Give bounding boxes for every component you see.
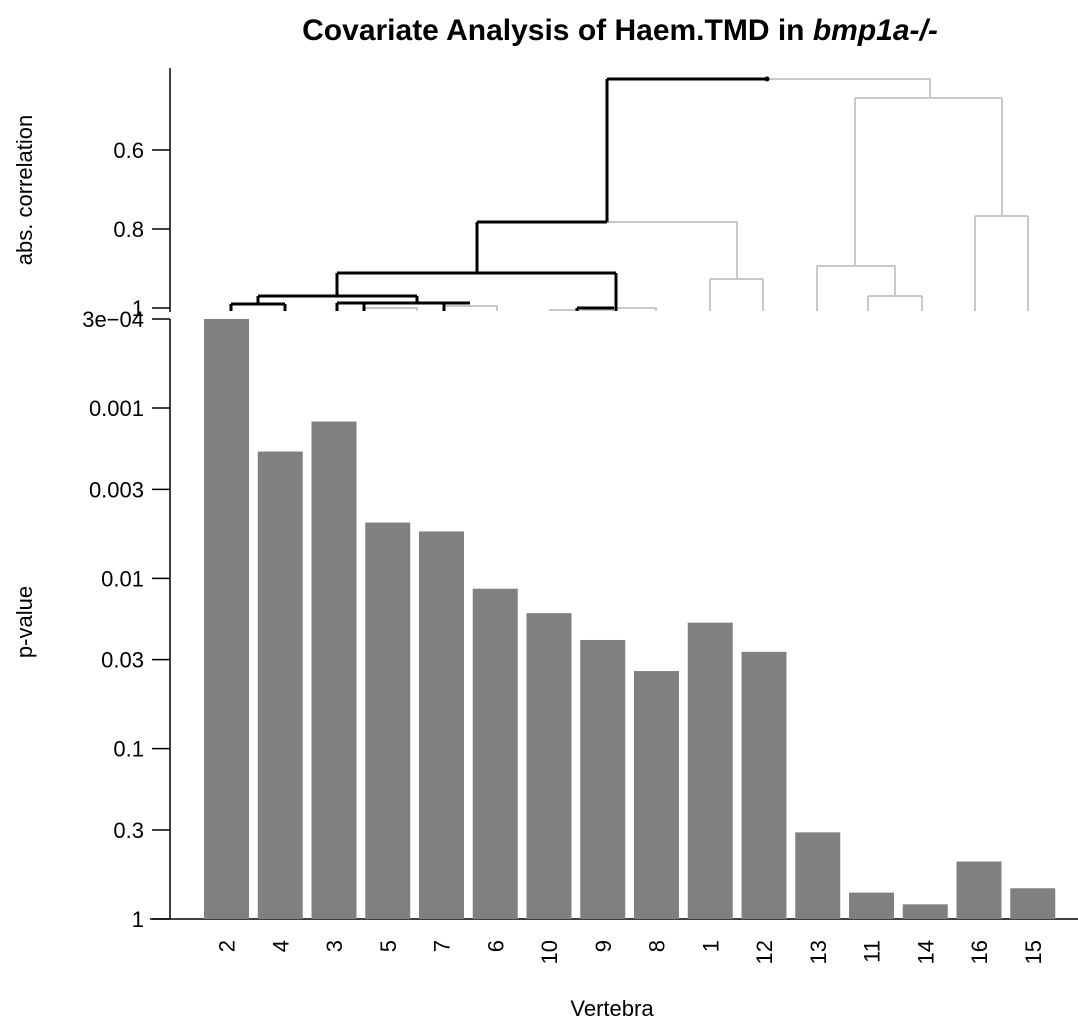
bar: [311, 421, 357, 919]
bar-y-tick-label: 0.1: [113, 737, 144, 762]
category-label: 16: [967, 940, 992, 964]
dendrogram-branch: [575, 306, 614, 311]
chart-title: Covariate Analysis of Haem.TMD in bmp1a-…: [302, 14, 938, 47]
bar-y-tick-label: 3e−04: [82, 307, 144, 332]
dendrogram-y-tick-label: 1: [132, 296, 144, 321]
dendrogram-branch: [867, 295, 923, 311]
bar-x-label: Vertebra: [570, 996, 654, 1021]
bar: [741, 651, 787, 919]
bar: [419, 531, 464, 919]
bar: [257, 451, 303, 919]
dendrogram-branch: [549, 309, 614, 311]
category-label: 1: [698, 940, 723, 952]
bar: [687, 622, 733, 919]
bar: [1010, 888, 1056, 919]
bar-y-label: p-value: [12, 586, 37, 658]
category-label: 5: [376, 940, 401, 952]
dendrogram-y-tick-label: 0.8: [113, 217, 144, 242]
bars: [204, 319, 1056, 919]
category-label: 12: [752, 940, 777, 964]
dendrogram-y-ticks: 0.6 0.8 1: [113, 138, 170, 321]
dendrogram-highlight-branches: [229, 77, 767, 311]
dendrogram: 0.6 0.8 1 abs. correlation: [12, 68, 1029, 321]
bar-y-tick-label: 0.03: [101, 648, 144, 673]
category-label: 3: [322, 940, 347, 952]
category-label: 6: [483, 940, 508, 952]
bar: [956, 861, 1002, 919]
bar-panel: 3e−04 0.001 0.003 0.01 0.03 0.1 0.3 1 2 4 3 5 7 6 10 9…: [12, 307, 1078, 1021]
category-label: 2: [215, 940, 240, 952]
dendrogram-gray-branches: [364, 78, 1029, 311]
bar-y-tick-label: 1: [132, 907, 144, 932]
bar-y-tick-label: 0.01: [101, 566, 144, 591]
dendrogram-branch: [364, 307, 418, 311]
bar: [365, 522, 411, 919]
dendrogram-branch: [607, 221, 738, 279]
bar: [580, 639, 626, 919]
category-label: 9: [591, 940, 616, 952]
bar-y-tick-label: 0.003: [89, 477, 144, 502]
dendrogram-y-tick-label: 0.6: [113, 138, 144, 163]
category-label: 11: [860, 940, 885, 963]
category-label: 10: [537, 940, 562, 964]
dendrogram-branch: [229, 302, 287, 311]
category-label: 7: [430, 940, 455, 952]
dendrogram-branch: [767, 78, 931, 98]
bar-y-tick-label: 0.001: [89, 396, 144, 421]
category-label: 13: [806, 940, 831, 964]
category-label: 8: [645, 940, 670, 952]
bar: [902, 904, 948, 919]
bar: [849, 892, 894, 919]
bar: [795, 832, 841, 919]
bar-y-tick-label: 0.3: [113, 818, 144, 843]
category-label: 15: [1021, 940, 1046, 964]
bar: [472, 588, 518, 919]
dendrogram-root-marker: [764, 76, 770, 82]
bar: [634, 671, 679, 919]
category-label: 14: [913, 940, 938, 964]
dendrogram-branch: [974, 215, 1029, 311]
chart-title-main: Covariate Analysis of Haem.TMD in: [302, 14, 813, 47]
category-labels: 2 4 3 5 7 6 10 9 8 1 12 13 11 14 16 15: [215, 940, 1046, 964]
dendrogram-branch: [709, 278, 764, 311]
category-label: 4: [268, 940, 293, 952]
dendrogram-branch: [816, 265, 896, 311]
dendrogram-branch: [444, 305, 498, 311]
bar-y-ticks: 3e−04 0.001 0.003 0.01 0.03 0.1 0.3 1: [82, 307, 170, 932]
chart-title-italic: bmp1a-/-: [813, 14, 938, 47]
bar: [204, 319, 249, 919]
bar: [526, 613, 572, 919]
dendrogram-branch: [614, 307, 657, 311]
dendrogram-branch: [335, 303, 446, 311]
dendrogram-y-label: abs. correlation: [12, 115, 37, 265]
